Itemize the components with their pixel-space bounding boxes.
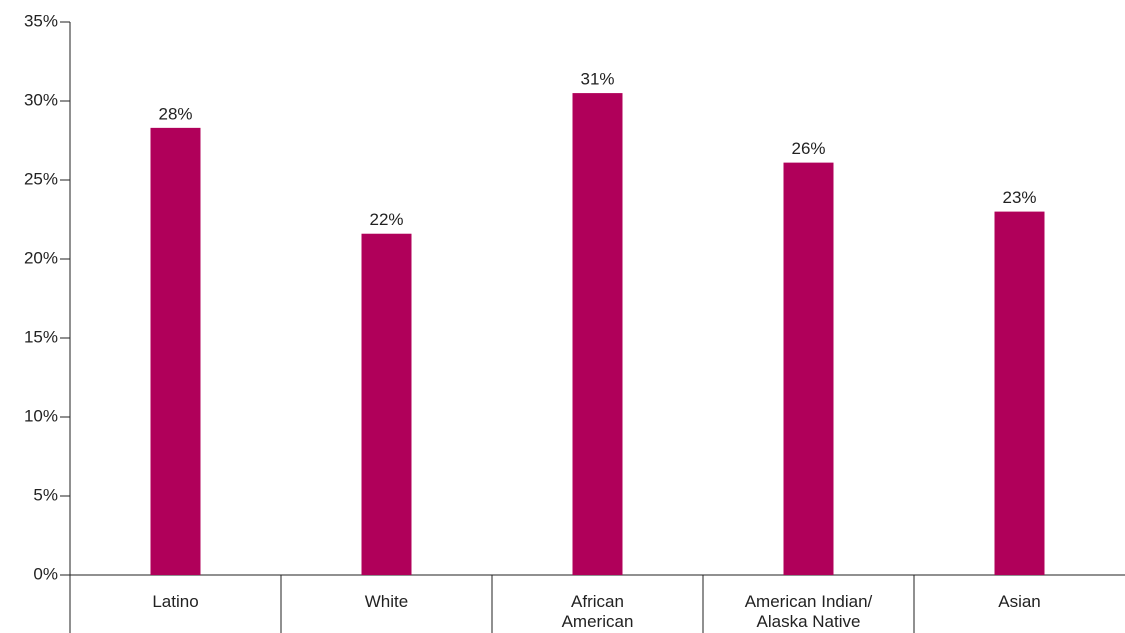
bar	[783, 162, 834, 575]
y-tick-label: 20%	[24, 248, 58, 267]
x-tick-label: American Indian/ Alaska Native	[744, 592, 873, 631]
value-label: 22%	[369, 210, 403, 229]
x-tick-label: Latino	[152, 592, 199, 611]
y-tick-label: 5%	[33, 485, 58, 504]
x-tick-label: White	[364, 592, 409, 611]
value-label: 26%	[791, 139, 825, 158]
value-label: 28%	[158, 104, 192, 123]
y-tick-label: 15%	[24, 327, 58, 346]
x-tick-label: African American	[561, 592, 634, 631]
y-tick-label: 25%	[24, 169, 58, 188]
y-tick-label: 10%	[24, 406, 58, 425]
y-tick-label: 35%	[24, 11, 58, 30]
bar	[994, 211, 1045, 575]
x-tick-label: Asian	[998, 592, 1041, 611]
y-tick-label: 0%	[33, 564, 58, 583]
value-label: 31%	[580, 70, 614, 89]
bar	[572, 93, 623, 575]
y-tick-label: 30%	[24, 90, 58, 109]
bar	[150, 127, 201, 576]
bar	[361, 233, 412, 575]
value-label: 23%	[1002, 188, 1036, 207]
